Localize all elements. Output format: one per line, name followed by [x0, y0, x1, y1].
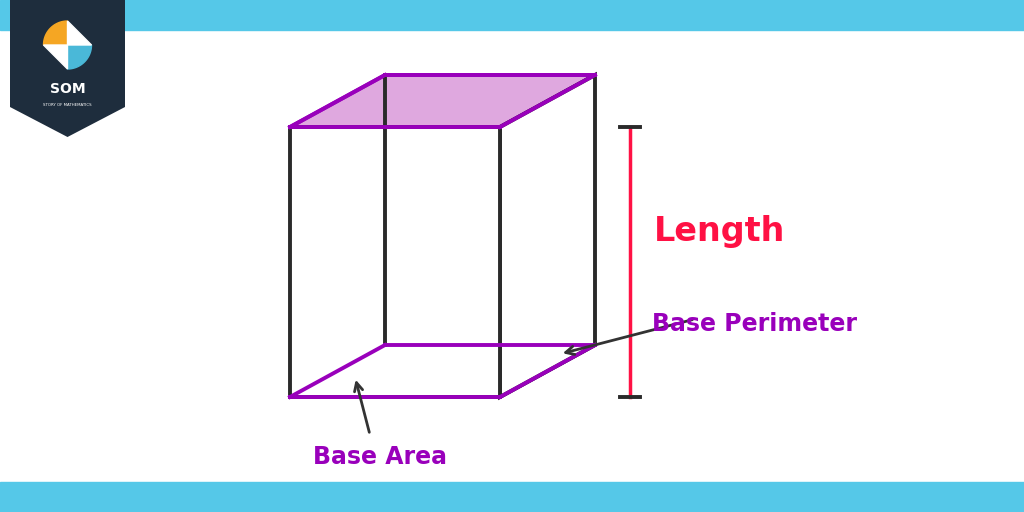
Polygon shape — [43, 45, 68, 69]
Text: Length: Length — [654, 216, 785, 248]
Text: Base Area: Base Area — [313, 445, 447, 469]
Polygon shape — [290, 345, 595, 397]
Bar — [0, 482, 1024, 512]
Polygon shape — [290, 127, 500, 397]
Bar — [0, 0, 1024, 30]
Polygon shape — [43, 21, 68, 45]
Text: SOM: SOM — [50, 82, 85, 96]
Text: STORY OF MATHEMATICS: STORY OF MATHEMATICS — [43, 103, 92, 107]
Text: Base Perimeter: Base Perimeter — [652, 312, 857, 336]
Polygon shape — [10, 0, 125, 137]
Polygon shape — [290, 75, 595, 127]
Polygon shape — [68, 21, 91, 45]
Polygon shape — [68, 45, 91, 69]
Polygon shape — [500, 75, 595, 397]
